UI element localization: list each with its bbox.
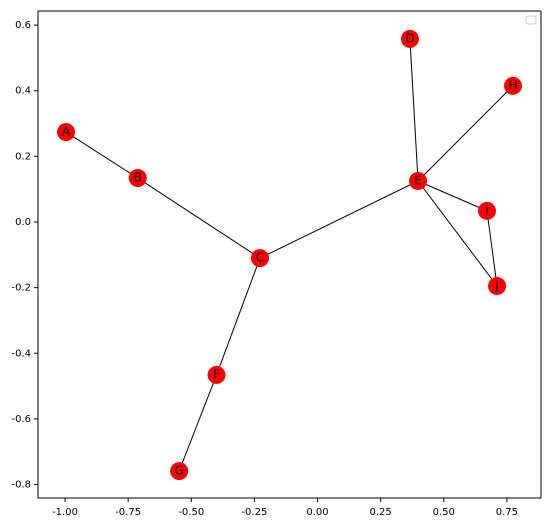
legend bbox=[525, 15, 537, 25]
edge bbox=[486, 210, 498, 287]
x-tick-label: 0.00 bbox=[306, 507, 328, 518]
x-tick-label: -1.00 bbox=[52, 507, 78, 518]
node-label: A bbox=[62, 125, 71, 139]
node-label: I bbox=[485, 203, 489, 217]
node bbox=[409, 171, 428, 190]
x-tick-label: 0.75 bbox=[496, 507, 518, 518]
edge bbox=[417, 180, 488, 212]
edge bbox=[216, 257, 261, 376]
node bbox=[57, 123, 76, 142]
x-tick-label: -0.25 bbox=[241, 507, 267, 518]
x-tick-label: 0.25 bbox=[370, 507, 392, 518]
edge bbox=[137, 177, 261, 259]
plot-frame bbox=[37, 10, 542, 499]
x-tick-label: 0.50 bbox=[433, 507, 455, 518]
node-label: D bbox=[405, 31, 414, 45]
node-label: B bbox=[134, 171, 142, 185]
node-label: F bbox=[213, 367, 220, 381]
node bbox=[128, 169, 147, 188]
y-tick-label: 0.6 bbox=[15, 20, 31, 31]
y-tick-label: -0.4 bbox=[11, 348, 31, 359]
edge bbox=[178, 374, 217, 472]
node bbox=[477, 201, 496, 220]
x-tick-label: -0.50 bbox=[178, 507, 204, 518]
y-tick-label: 0.2 bbox=[15, 151, 31, 162]
node bbox=[400, 29, 419, 48]
node-label: H bbox=[508, 78, 517, 92]
edge bbox=[409, 38, 419, 182]
node bbox=[170, 462, 189, 481]
edge bbox=[417, 180, 498, 287]
y-tick-label: -0.8 bbox=[11, 480, 31, 491]
y-tick-label: 0.0 bbox=[15, 217, 31, 228]
node-label: G bbox=[174, 464, 183, 478]
edge bbox=[259, 180, 419, 259]
x-tick-label: -0.75 bbox=[115, 507, 141, 518]
edge bbox=[65, 131, 139, 179]
node bbox=[503, 76, 522, 95]
y-tick-label: -0.2 bbox=[11, 283, 31, 294]
node-label: J bbox=[494, 279, 499, 293]
node-label: E bbox=[414, 173, 422, 187]
node bbox=[207, 365, 226, 384]
node bbox=[250, 249, 269, 268]
node bbox=[488, 277, 507, 296]
y-tick-label: -0.6 bbox=[11, 414, 31, 425]
y-tick-label: 0.4 bbox=[15, 86, 31, 97]
edge bbox=[417, 85, 514, 182]
node-label: C bbox=[256, 251, 264, 265]
